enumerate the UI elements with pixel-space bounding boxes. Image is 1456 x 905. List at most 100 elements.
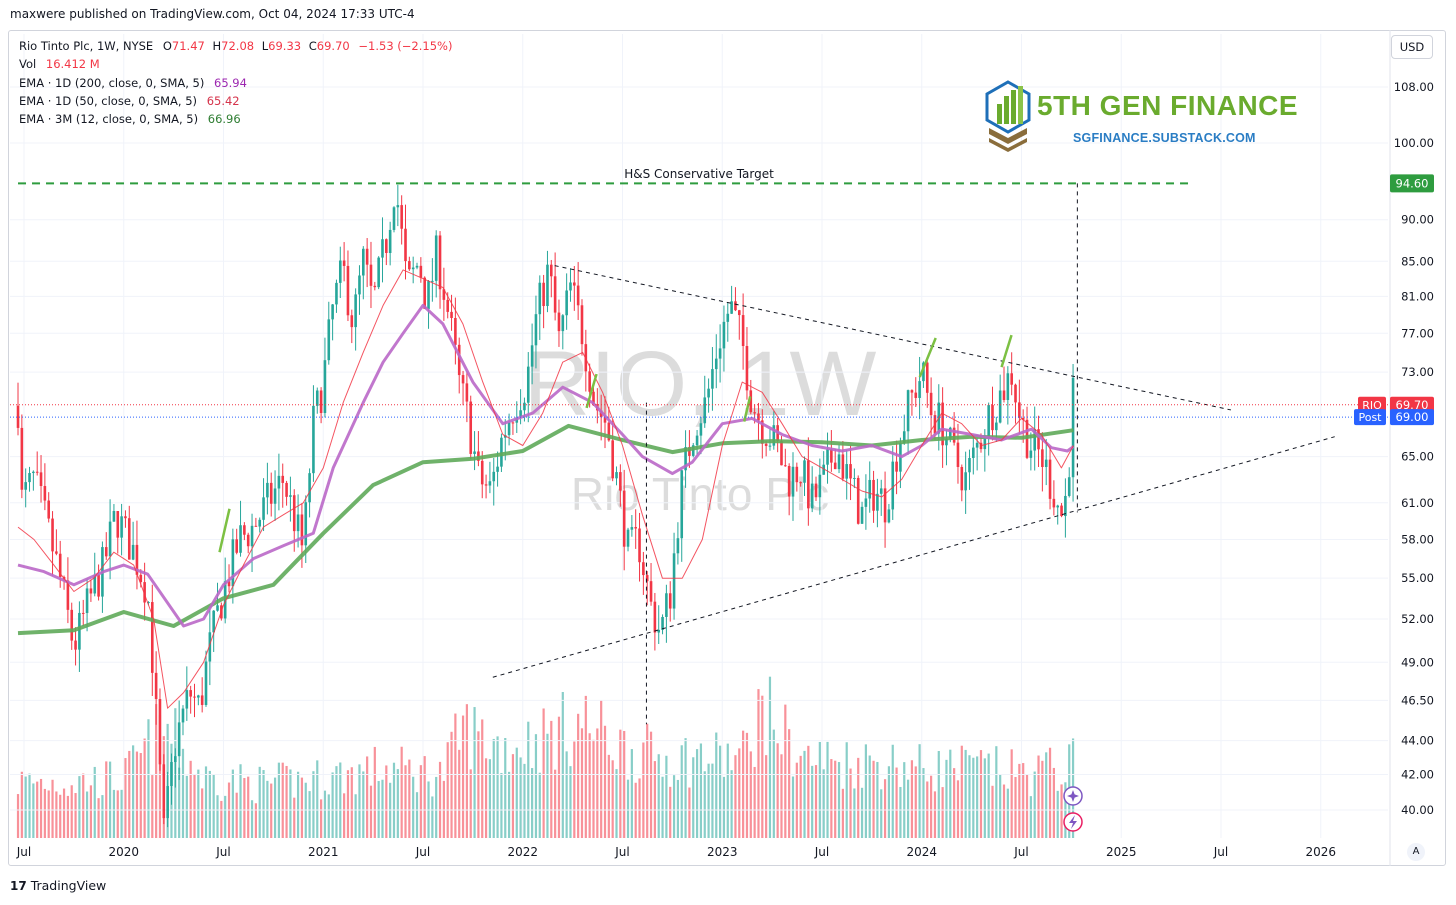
volume-bar bbox=[722, 776, 726, 838]
post-tag-text: Post bbox=[1358, 411, 1382, 424]
candle-body bbox=[254, 525, 258, 527]
candle-body bbox=[573, 282, 576, 286]
volume-bar bbox=[277, 762, 280, 838]
volume-bar bbox=[511, 754, 515, 838]
volume-bar bbox=[289, 769, 292, 838]
volume-bar bbox=[362, 771, 365, 838]
volume-bar bbox=[97, 798, 100, 838]
y-tick-label: 42.00 bbox=[1401, 767, 1434, 781]
volume-bar bbox=[841, 788, 844, 838]
ohlc-low: 69.33 bbox=[268, 39, 302, 53]
auto-scale-button[interactable]: A bbox=[1407, 843, 1425, 861]
target-price-text: 94.60 bbox=[1396, 176, 1429, 190]
volume-bar bbox=[768, 676, 772, 838]
y-tick-label: 77.00 bbox=[1401, 326, 1434, 340]
alert-icons[interactable] bbox=[1063, 786, 1083, 832]
volume-bar bbox=[676, 779, 679, 838]
x-axis[interactable]: Jul 2020 Jul 2021 Jul 2022 Jul 2023 Jul 2024 Jul 20… bbox=[16, 845, 1336, 859]
shoulder-marker bbox=[1000, 334, 1013, 368]
volume-bar bbox=[373, 746, 376, 838]
candle-body bbox=[876, 493, 879, 511]
volume-bar bbox=[657, 754, 660, 838]
candle-body bbox=[757, 413, 760, 421]
candle-body bbox=[576, 285, 580, 306]
volume-bar bbox=[300, 777, 304, 838]
volume-bar bbox=[70, 785, 73, 838]
volume-bar bbox=[596, 728, 599, 838]
candle-body bbox=[193, 696, 196, 698]
shoulder-marker bbox=[218, 508, 231, 553]
volume-bar bbox=[669, 786, 672, 838]
x-tick-label: 2026 bbox=[1305, 845, 1336, 859]
candle-body bbox=[231, 539, 235, 587]
volume-bar bbox=[143, 738, 146, 838]
candle-body bbox=[1010, 373, 1013, 385]
symbol-title[interactable]: Rio Tinto Plc, 1W, NYSE bbox=[19, 39, 154, 53]
candle-body bbox=[680, 470, 684, 539]
candle-body bbox=[868, 479, 872, 499]
ema50-label[interactable]: EMA · 1D (50, close, 0, SMA, 5) bbox=[19, 93, 198, 108]
volume-bar bbox=[266, 780, 269, 838]
candle-body bbox=[342, 260, 346, 266]
candle-body bbox=[519, 410, 522, 418]
last-price-text: 69.70 bbox=[1396, 398, 1429, 412]
candle-body bbox=[818, 474, 822, 498]
candle-body bbox=[177, 722, 181, 757]
y-axis[interactable]: 108.00 100.00 90.00 85.00 81.00 77.00 73.00 65.… bbox=[1394, 80, 1434, 817]
candle-body bbox=[645, 575, 649, 582]
volume-bar bbox=[346, 770, 350, 838]
candle-body bbox=[120, 516, 123, 538]
y-tick-label: 100.00 bbox=[1394, 136, 1434, 150]
x-tick-label: 2022 bbox=[507, 845, 538, 859]
volume-bar bbox=[89, 785, 93, 838]
tradingview-footer[interactable]: 17 TradingView bbox=[10, 878, 106, 893]
candle-body bbox=[250, 525, 254, 547]
candle-body bbox=[400, 205, 403, 229]
volume-bar bbox=[155, 704, 158, 838]
volume-bar bbox=[93, 766, 96, 838]
volume-bar bbox=[1022, 763, 1025, 838]
volume-bar bbox=[66, 795, 69, 838]
candle-body bbox=[638, 528, 641, 563]
volume-bar bbox=[181, 748, 185, 838]
candle-body bbox=[722, 321, 726, 349]
volume-bar bbox=[903, 762, 906, 838]
brand-url[interactable]: SGFINANCE.SUBSTACK.COM bbox=[1073, 131, 1256, 145]
series-line-0 bbox=[17, 423, 1074, 636]
drawings[interactable] bbox=[18, 182, 1335, 725]
candle-body bbox=[235, 539, 238, 553]
candle-body bbox=[78, 612, 81, 650]
volume-bar bbox=[753, 766, 756, 838]
candle-body bbox=[914, 392, 918, 398]
candle-body bbox=[66, 580, 70, 610]
currency-button[interactable]: USD bbox=[1391, 35, 1433, 59]
candle-body bbox=[822, 464, 825, 475]
candle-body bbox=[929, 392, 933, 416]
y-tick-label: 61.00 bbox=[1401, 496, 1434, 510]
volume-label[interactable]: Vol bbox=[19, 57, 37, 72]
candle-body bbox=[615, 472, 618, 479]
ema3m-label[interactable]: EMA · 3M (12, close, 0, SMA, 5) bbox=[19, 112, 199, 127]
volume-value: 16.412 M bbox=[45, 57, 100, 72]
volume-bar bbox=[703, 771, 706, 838]
candle-body bbox=[511, 422, 515, 424]
volume-bar bbox=[323, 790, 327, 838]
candle-body bbox=[189, 690, 192, 697]
candle-body bbox=[672, 553, 676, 609]
volume-bar bbox=[120, 789, 123, 838]
candle-body bbox=[956, 442, 960, 467]
candle-body bbox=[753, 412, 756, 414]
volume-bar bbox=[273, 777, 277, 838]
candle-body bbox=[411, 267, 415, 270]
volume-bar bbox=[845, 742, 848, 838]
ema200-label[interactable]: EMA · 1D (200, close, 0, SMA, 5) bbox=[19, 75, 205, 90]
volume-bar bbox=[791, 776, 795, 838]
candle-body bbox=[396, 205, 400, 208]
hs-target-label: H&S Conservative Target bbox=[624, 167, 774, 181]
volume-bar bbox=[561, 692, 564, 838]
volume-bar bbox=[607, 754, 610, 838]
volume-bar bbox=[757, 689, 760, 838]
candle-body bbox=[239, 525, 242, 553]
candle-body bbox=[20, 427, 24, 490]
